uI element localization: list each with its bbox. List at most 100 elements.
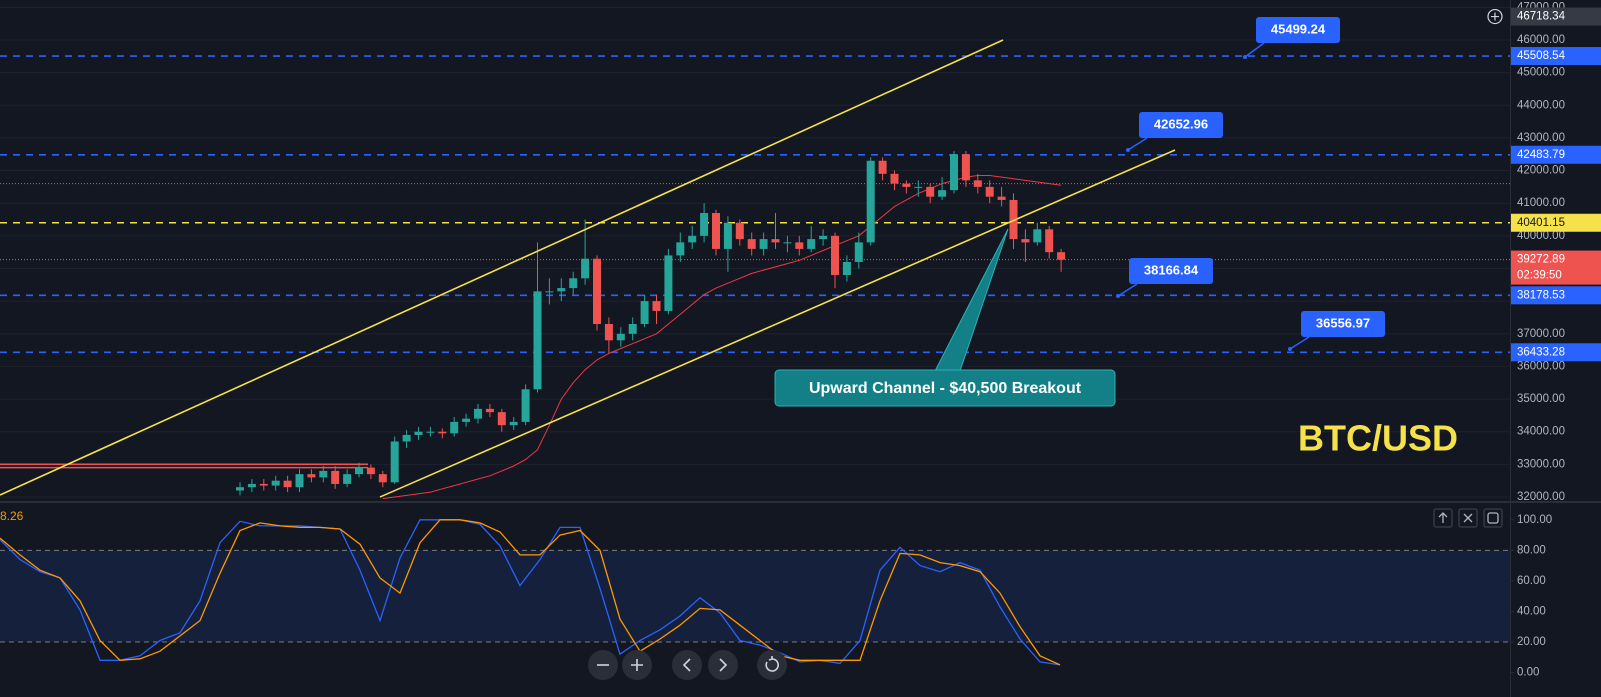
- candle-body: [355, 467, 363, 475]
- candle-body: [438, 431, 447, 434]
- price-tag-label: 45508.54: [1517, 50, 1566, 62]
- candle-body: [402, 434, 411, 442]
- candle-body: [1045, 229, 1054, 253]
- callout-pointer: [1127, 137, 1148, 151]
- price-tag-label: 40401.15: [1517, 217, 1565, 229]
- y-tick-label: 33000.00: [1517, 458, 1565, 470]
- candle-body: [735, 222, 744, 240]
- price-tag-label: 38178.53: [1517, 289, 1565, 301]
- callout-box: [1139, 112, 1223, 138]
- icon: [1487, 512, 1499, 524]
- callout-label: 42652.96: [1154, 116, 1208, 131]
- callout-label: 36556.97: [1316, 315, 1370, 330]
- candle-body: [378, 474, 387, 483]
- annotation: Upward Channel - $40,500 Breakout: [809, 380, 1082, 397]
- callout-anchor: [1288, 347, 1292, 351]
- candle-body: [676, 242, 685, 256]
- candle-body: [569, 278, 578, 289]
- candle-body: [950, 154, 958, 191]
- y-tick-label: 80.00: [1517, 544, 1546, 556]
- candle-body: [474, 408, 482, 419]
- indicator-readout: 8.26: [0, 509, 24, 523]
- add-button[interactable]: [1487, 8, 1503, 25]
- price-tag: [1511, 213, 1601, 232]
- icon: [682, 658, 691, 672]
- candle-body: [1033, 229, 1042, 243]
- candle-body: [712, 212, 720, 249]
- y-tick-label: 60.00: [1517, 575, 1546, 587]
- band: [0, 550, 1510, 643]
- candle-body: [295, 474, 304, 488]
- candle-body: [700, 212, 709, 236]
- price-tag-label: 36433.28: [1517, 346, 1565, 358]
- candle-body: [807, 239, 816, 249]
- price-tag: [1511, 286, 1601, 305]
- candle-body: [652, 301, 661, 311]
- candle-body: [331, 470, 340, 484]
- candle-body: [664, 255, 673, 311]
- candle-body: [521, 389, 530, 422]
- candle-body: [307, 474, 316, 478]
- candle-body: [688, 235, 697, 243]
- candle-body: [247, 483, 256, 488]
- candle-body: [509, 421, 518, 426]
- candle-body: [985, 186, 994, 197]
- chart-title: BTC/USD: [1298, 418, 1458, 459]
- callout-pointer: [1117, 283, 1138, 297]
- callout-label: 38166.84: [1144, 262, 1199, 277]
- channel-upper: [0, 39, 1004, 496]
- candle-body: [640, 301, 649, 324]
- y-tick-label: 43000.00: [1517, 132, 1565, 144]
- candle-body: [283, 480, 292, 488]
- countdown: 02:39:50: [1517, 270, 1562, 282]
- scroll-left-button[interactable]: [672, 650, 702, 680]
- candle-body: [616, 333, 625, 341]
- moving-average: [382, 175, 1062, 500]
- candle-body: [271, 480, 280, 486]
- y-tick-label: 42000.00: [1517, 165, 1565, 177]
- pane-separator: [0, 501, 1601, 503]
- candle-body: [723, 222, 732, 249]
- maximize-button[interactable]: [1483, 508, 1503, 528]
- candle-body: [485, 408, 494, 413]
- callout-box: [1129, 258, 1213, 284]
- candle-body: [450, 421, 459, 434]
- candle-body: [593, 258, 601, 324]
- icon: [1438, 512, 1448, 523]
- candle-body: [426, 431, 435, 433]
- candle-body: [819, 235, 828, 240]
- candle-body: [747, 239, 756, 249]
- close-button[interactable]: [1458, 508, 1478, 528]
- candle-body: [236, 487, 244, 491]
- candle-body: [557, 288, 566, 292]
- candle-body: [581, 258, 590, 279]
- candle-body: [878, 160, 887, 174]
- price-axis: 47000.0046000.0045000.0044000.0043000.00…: [1510, 0, 1601, 697]
- icon: [719, 658, 728, 672]
- candle-body: [604, 323, 613, 341]
- price-tag: [1511, 145, 1601, 164]
- callout-pointer: [1244, 42, 1265, 58]
- axis-background-line: [1510, 0, 1511, 697]
- candle-body: [961, 154, 970, 181]
- candle-body: [890, 173, 899, 184]
- candle-body: [545, 291, 554, 293]
- callout-anchor: [1243, 55, 1247, 59]
- candle-body: [343, 474, 352, 484]
- y-tick-label: 40000.00: [1517, 230, 1565, 242]
- y-tick-label: 100.00: [1517, 514, 1552, 526]
- candle-body: [1009, 199, 1018, 240]
- annotation-box: [774, 369, 1116, 407]
- y-tick-label: 40.00: [1517, 605, 1546, 617]
- candle-body: [1057, 252, 1066, 260]
- callout-anchor: [1116, 294, 1120, 298]
- icon: [631, 659, 643, 671]
- move-up-button[interactable]: [1433, 508, 1453, 528]
- scroll-right-button[interactable]: [708, 650, 738, 680]
- candle-body: [795, 242, 804, 249]
- candle-body: [390, 441, 399, 483]
- reset-button[interactable]: [757, 650, 787, 680]
